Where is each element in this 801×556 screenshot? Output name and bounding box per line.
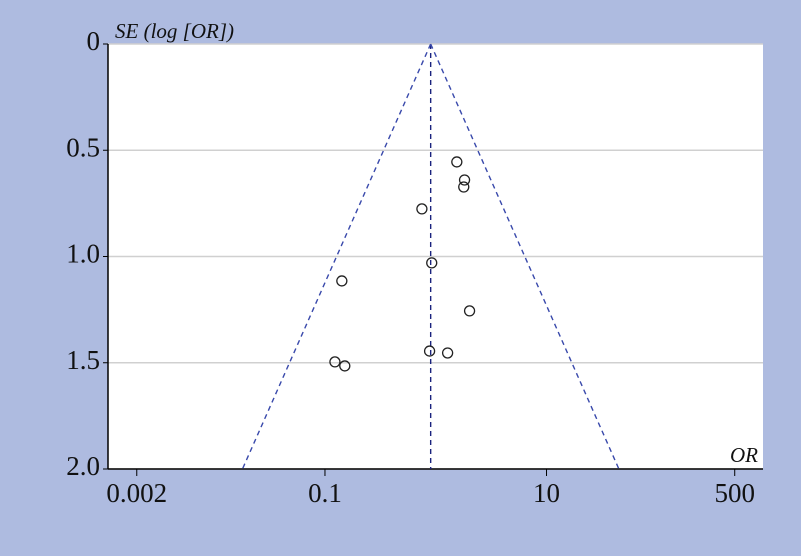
study-point <box>441 347 454 359</box>
y-axis-label: SE (log [OR]) <box>115 19 234 43</box>
y-tick-label: 1.0 <box>66 239 100 269</box>
funnel-line <box>241 43 432 470</box>
x-tick-label: 10 <box>533 478 560 508</box>
study-point <box>416 203 428 215</box>
study-point <box>463 305 476 317</box>
study-point <box>451 156 463 168</box>
y-tick-label: 1.5 <box>66 345 100 375</box>
y-tick-label: 0.5 <box>66 132 100 162</box>
y-tick-label: 2.0 <box>66 451 100 481</box>
study-point <box>458 174 471 186</box>
x-tick-label: 0.002 <box>106 478 167 508</box>
study-point <box>426 257 438 269</box>
funnel-line <box>430 43 620 470</box>
study-point <box>336 275 348 287</box>
study-point <box>329 356 341 368</box>
x-tick-label: 500 <box>714 478 755 508</box>
y-tick-label: 0 <box>87 26 101 56</box>
x-axis-label: OR <box>730 443 758 467</box>
x-tick-label: 0.1 <box>308 478 342 508</box>
study-point <box>458 181 470 193</box>
study-point <box>423 345 436 357</box>
study-point <box>339 360 351 372</box>
